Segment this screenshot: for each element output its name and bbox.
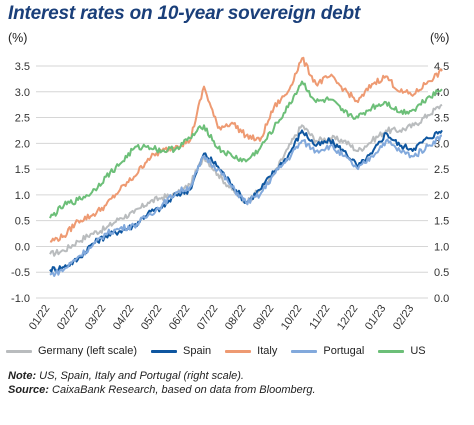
y-right-tick-label: 3.0 — [434, 138, 449, 150]
left-axis-unit: (%) — [8, 31, 28, 45]
legend-item-us: US — [378, 345, 426, 357]
y-left-tick-label: 0.5 — [15, 216, 30, 228]
source-line: Source: CaixaBank Research, based on dat… — [8, 383, 316, 397]
legend-label-italy: Italy — [257, 345, 278, 357]
x-tick-label: 04/22 — [111, 303, 137, 332]
y-left-tick-label: 1.5 — [15, 164, 30, 176]
notes: Note: US, Spain, Italy and Portugal (rig… — [8, 369, 316, 397]
x-tick-label: 03/22 — [83, 303, 109, 332]
x-tick-label: 02/23 — [391, 303, 417, 332]
y-left-tick-label: 3.5 — [15, 61, 30, 73]
series-line-us — [49, 80, 443, 219]
y-right-tick-label: 2.0 — [434, 190, 449, 202]
legend-swatch-germany — [6, 349, 32, 353]
x-tick-label: 05/22 — [139, 303, 165, 332]
legend-label-spain: Spain — [183, 345, 212, 357]
y-right-tick-label: 2.5 — [434, 164, 449, 176]
series-lines — [49, 56, 443, 277]
y-left-tick-label: 0.0 — [15, 241, 30, 253]
y-right-tick-label: 0.0 — [434, 293, 449, 305]
note-label: Note: — [8, 370, 37, 382]
gridlines — [36, 65, 428, 299]
source-label: Source: — [8, 384, 49, 396]
x-tick-label: 01/23 — [363, 303, 389, 332]
legend-swatch-italy — [225, 349, 252, 353]
y-right-tick-label: 4.0 — [434, 87, 449, 99]
y-left-tick-label: 3.0 — [15, 87, 30, 99]
legend-swatch-portugal — [291, 349, 318, 353]
right-axis-unit: (%) — [430, 31, 450, 45]
legend-label-us: US — [410, 345, 426, 357]
y-right-tick-label: 1.5 — [434, 216, 449, 228]
y-left-tick-label: 1.0 — [15, 190, 30, 202]
legend-swatch-us — [378, 349, 405, 353]
source-text: CaixaBank Research, based on data from B… — [48, 384, 316, 396]
x-tick-label: 08/22 — [223, 303, 249, 332]
y-right-tick-label: 3.5 — [434, 113, 449, 125]
x-tick-label: 10/22 — [279, 303, 305, 332]
legend-swatch-spain — [151, 349, 178, 353]
y-right-tick-label: 4.5 — [434, 61, 449, 73]
legend-item-portugal: Portugal — [291, 345, 364, 357]
note-line: Note: US, Spain, Italy and Portugal (rig… — [8, 369, 316, 383]
x-tick-label: 01/22 — [27, 303, 53, 332]
note-text: US, Spain, Italy and Portugal (right sca… — [36, 370, 244, 382]
legend-label-portugal: Portugal — [323, 345, 365, 357]
legend-item-germany: Germany (left scale) — [6, 345, 137, 357]
y-left-tick-label: -1.0 — [11, 293, 30, 305]
x-tick-label: 09/22 — [251, 303, 277, 332]
legend: Germany (left scale) Spain Italy Portuga… — [6, 345, 468, 357]
x-tick-label: 11/22 — [307, 303, 332, 332]
chart-plot: -1.0 -0.5 0.0 0.5 1.0 1.5 2.0 2.5 3.0 3.5 0.0 0.5 1.… — [11, 56, 449, 332]
x-tick-label: 06/22 — [167, 303, 193, 332]
x-tick-label: 07/22 — [195, 303, 221, 332]
chart-title: Interest rates on 10-year sovereign debt — [8, 3, 361, 24]
x-tick-label: 12/22 — [335, 303, 361, 332]
y-left-tick-label: -0.5 — [11, 267, 30, 279]
x-tick-label: 02/22 — [55, 303, 81, 332]
y-right-tick-label: 1.0 — [434, 241, 449, 253]
y-left-tick-label: 2.0 — [15, 138, 30, 150]
legend-item-spain: Spain — [151, 345, 211, 357]
series-line-portugal — [49, 134, 442, 277]
y-left-tick-label: 2.5 — [15, 113, 30, 125]
series-line-italy — [49, 56, 443, 243]
y-right-tick-label: 0.5 — [434, 267, 449, 279]
legend-item-italy: Italy — [225, 345, 277, 357]
legend-label-germany: Germany (left scale) — [38, 345, 138, 357]
